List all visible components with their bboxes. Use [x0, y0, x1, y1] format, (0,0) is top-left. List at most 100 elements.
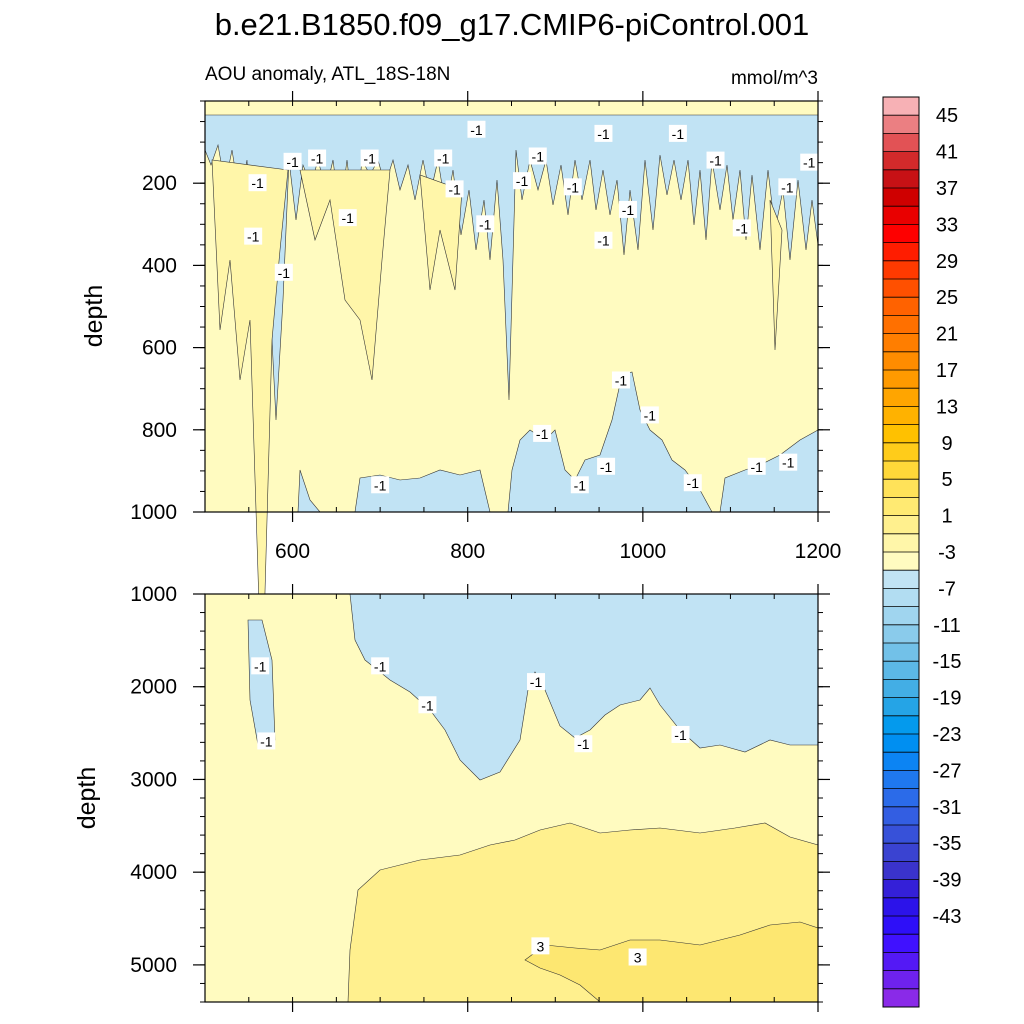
- upper-y-tick-label: 800: [142, 419, 177, 442]
- colorbar-label: -11: [933, 615, 960, 637]
- upper-contour-label-box: [597, 457, 616, 475]
- colorbar-swatch: [883, 479, 919, 498]
- lower-contour-label: -1: [674, 727, 687, 743]
- colorbar-swatch: [883, 169, 919, 189]
- colorbar-label: -15: [933, 651, 962, 673]
- lower-contour-label-box: [628, 948, 647, 966]
- upper-contour-label: -1: [736, 220, 749, 236]
- upper-contour-label: -1: [342, 210, 355, 226]
- upper-contour-label-box: [706, 151, 725, 169]
- colorbar-swatch: [883, 224, 919, 243]
- colorbar-swatch: [883, 843, 919, 862]
- upper-contour-label-box: [747, 457, 766, 475]
- upper-contour-label: -1: [615, 372, 628, 388]
- upper-contour-label: -1: [672, 126, 685, 142]
- colorbar-label: 37: [936, 178, 958, 200]
- lower-contour-label-box: [257, 732, 276, 750]
- colorbar-label: 41: [936, 142, 958, 164]
- upper-contour-label: -1: [437, 151, 450, 167]
- upper-contour-label-box: [528, 147, 547, 165]
- colorbar-swatch: [883, 570, 919, 589]
- colorbar-swatch: [883, 679, 919, 698]
- colorbar-swatch: [883, 715, 919, 735]
- upper-contour-label-box: [594, 231, 613, 249]
- upper-x-tick-label: 1200: [795, 540, 842, 563]
- colorbar-swatch: [883, 97, 919, 116]
- upper-contour-label-box: [308, 149, 327, 167]
- colorbar-swatch: [883, 752, 919, 771]
- chart-title: b.e21.B1850.f09_g17.CMIP6-piControl.001: [215, 7, 810, 42]
- colorbar-swatch: [883, 588, 919, 607]
- lower-contour-label-box: [251, 657, 270, 675]
- colorbar-swatch: [883, 406, 919, 425]
- colorbar-swatch: [883, 734, 919, 753]
- upper-axes: 600 800 1000 1200 200 400 600 800 1000: [130, 91, 841, 563]
- colorbar-swatch: [883, 133, 919, 152]
- lower-contour-label-box: [527, 673, 546, 691]
- lower-contour-label: -1: [421, 697, 434, 713]
- colorbar-swatch: [883, 370, 919, 389]
- colorbar-swatch: [883, 442, 919, 462]
- lower-contour-fill: [205, 593, 819, 1003]
- lower-y-tick-label: 4000: [130, 861, 177, 884]
- lower-contour-label: -1: [254, 658, 267, 674]
- upper-contour-label: -1: [448, 181, 461, 197]
- upper-contour-label-box: [434, 149, 453, 167]
- upper-y-tick-label: 200: [142, 172, 177, 195]
- upper-contour-label-box: [778, 178, 797, 196]
- lower-panel: depth -1 -1 -1 -1 -1 -1 -1 3 3 1000 2000 3000 4000 5…: [73, 583, 830, 1012]
- colorbar-label: 1: [941, 506, 952, 528]
- colorbar-swatch: [883, 533, 919, 553]
- upper-contour-label: -1: [247, 229, 260, 245]
- upper-contour-label: -1: [782, 455, 795, 471]
- lower-contour-label-box: [371, 657, 390, 675]
- upper-contour-label: -1: [363, 151, 376, 167]
- upper-contour-label-box: [274, 263, 293, 281]
- colorbar-swatch: [883, 643, 919, 662]
- colorbar-swatch: [883, 825, 919, 844]
- colorbar-swatch: [883, 770, 919, 789]
- colorbar-swatch: [883, 388, 919, 407]
- colorbar-swatch: [883, 151, 919, 171]
- colorbar-swatch: [883, 916, 919, 935]
- upper-contour-label-box: [563, 178, 582, 196]
- upper-contour-label-box: [445, 180, 464, 198]
- upper-contour-label: -1: [567, 179, 580, 195]
- colorbar-label: 45: [936, 105, 958, 127]
- upper-panel: AOU anomaly, ATL_18S-18N mmol/m^3 depth …: [80, 64, 841, 701]
- upper-contour-label: -1: [597, 126, 610, 142]
- upper-contour-label: -1: [622, 202, 635, 218]
- colorbar-swatch: [883, 115, 919, 134]
- colorbar-label: -35: [933, 833, 962, 855]
- upper-yellow-plumes: [211, 159, 783, 701]
- upper-contour-label: -1: [374, 477, 387, 493]
- upper-contour-label: -1: [251, 175, 264, 191]
- upper-contour-label: -1: [286, 154, 299, 170]
- upper-contour-label-box: [611, 371, 630, 389]
- upper-x-tick-label: 1000: [619, 540, 666, 563]
- colorbar-swatch: [883, 242, 919, 262]
- upper-contour-label-box: [248, 174, 267, 192]
- colorbar-label: 21: [936, 324, 958, 346]
- upper-contour-label: -1: [803, 155, 816, 171]
- upper-contour-label-box: [594, 124, 613, 142]
- colorbar-swatch: [883, 897, 919, 917]
- upper-subtitle-right: mmol/m^3: [731, 68, 818, 89]
- lower-plot-frame: [204, 593, 819, 1003]
- upper-contour-label: -1: [644, 407, 657, 423]
- colorbar-label: -23: [933, 724, 962, 746]
- colorbar-swatch: [883, 606, 919, 626]
- upper-contour-label-box: [570, 476, 589, 494]
- upper-y-tick-label: 1000: [130, 501, 177, 524]
- colorbar-label: 29: [936, 251, 958, 273]
- colorbar-label: 13: [936, 396, 958, 418]
- upper-contour-label: -1: [532, 148, 545, 164]
- colorbar-swatch: [883, 315, 919, 334]
- lower-y-axis-label: depth: [73, 767, 101, 830]
- colorbar-swatch: [883, 351, 919, 371]
- colorbar-swatch: [883, 934, 919, 953]
- colorbar-label: 25: [936, 287, 958, 309]
- lower-contour-label-box: [574, 735, 593, 753]
- colorbar-swatch: [883, 552, 919, 571]
